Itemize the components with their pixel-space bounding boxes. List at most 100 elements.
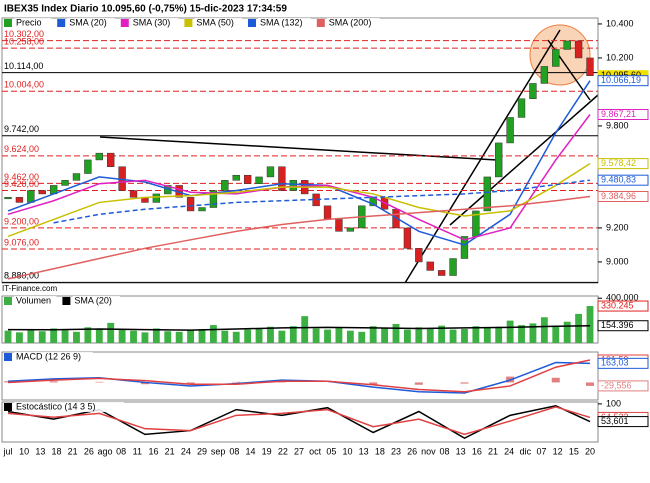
value-marker [597,109,649,121]
value-marker-label: 53,601 [601,416,629,426]
legend-box [326,18,380,28]
volume-bar [95,329,103,343]
value-marker-label: 163,03 [601,358,629,368]
x-tick-label: 13 [456,446,466,456]
candle [323,205,332,220]
candle [95,152,103,161]
volume-bar [278,330,286,343]
x-tick-label: 13 [359,446,369,456]
volume-bar [50,328,58,343]
volume-bar [301,316,309,343]
y-tick-label: 9.000 [606,256,629,266]
candle [129,190,138,198]
histogram-bar [232,381,241,383]
y-tick-label: 100 [606,398,621,408]
candle [152,193,161,203]
candle [495,142,503,178]
y-tick-label: 10.400 [606,18,634,28]
volume-bar [426,328,434,343]
volume-bar [415,327,423,343]
level-label: 9.462,00 [4,172,39,182]
x-tick-label: 16 [148,446,158,456]
value-marker [597,190,649,202]
candle [460,236,469,259]
volume-bar [27,329,35,343]
volume-bar [312,328,320,343]
histogram-bar [551,377,560,383]
volume-bar [118,329,126,343]
legend-swatch [248,19,256,27]
x-tick-label: 15 [569,446,579,456]
legend-box [14,352,93,362]
trend-line [449,94,599,226]
legend-label: Volumen [16,295,51,305]
value-marker [597,357,649,369]
volume-bar [198,329,206,343]
sma-line [7,195,591,280]
legend-label: SMA (20) [74,295,112,305]
value-marker-label: 10.095,60 [601,70,641,80]
legend-label: SMA (20) [69,17,107,27]
x-tick-label: 26 [407,446,417,456]
volume-bar [107,322,115,343]
sma-line [7,162,591,238]
level-label: 10.114,00 [4,61,43,71]
volume-bar [472,326,480,343]
x-tick-label: sep [211,446,226,456]
candle [186,197,195,212]
x-tick-label: 29 [197,446,207,456]
histogram-bar [95,381,104,383]
value-marker-label: 9.480,83 [601,175,636,185]
x-tick-label: ago [97,446,112,456]
volume-bar [529,323,537,343]
legend-swatch [62,297,71,305]
value-marker-label: 330.245 [601,300,634,310]
volume-bar [552,326,560,343]
candle [449,258,457,276]
value-marker-label: 9.867,21 [601,109,636,119]
volume-bar [164,331,172,343]
histogram-bar [369,382,378,385]
level-label: 9.200,00 [4,216,39,226]
candle [198,207,206,212]
volume-bar [61,330,69,343]
x-tick-label: 14 [245,446,255,456]
x-tick-label: dic [520,446,532,456]
legend-swatch [184,19,193,27]
value-marker-label: 10.066,19 [601,75,641,85]
x-tick-label: 23 [391,446,401,456]
legend-swatch [57,19,66,27]
x-tick-label: 20 [585,446,595,456]
value-marker-label: 9.578,42 [601,158,636,168]
chart-title: IBEX35 Index Diario 10.095,60 (-0,75%) 1… [4,4,287,15]
y-tick-label: 9.200 [606,222,629,232]
candle [437,270,446,276]
legend-box [130,18,179,28]
legend-swatch [4,297,12,305]
volume-bar [38,331,46,343]
candle [517,98,526,118]
legend-swatch [4,403,12,411]
level-label: 9.624,00 [4,144,39,154]
candle [266,166,275,178]
candle [335,219,343,232]
legend-box [14,296,57,306]
candle [540,66,549,84]
legend-label: Estocástico (14 3 5) [16,401,96,411]
candle [107,152,115,167]
x-tick-label: 26 [84,446,94,456]
candle [232,174,240,181]
volume-bar [403,329,411,343]
value-marker-label: 154.396 [601,320,634,330]
volume-bar [586,306,594,343]
x-tick-label: 22 [278,446,288,456]
volume-bar [324,329,331,343]
candle [289,180,297,191]
volume-bar [4,330,12,343]
volume-sma [7,324,591,331]
candle [426,261,434,271]
candle [27,190,35,203]
candle [586,57,594,76]
